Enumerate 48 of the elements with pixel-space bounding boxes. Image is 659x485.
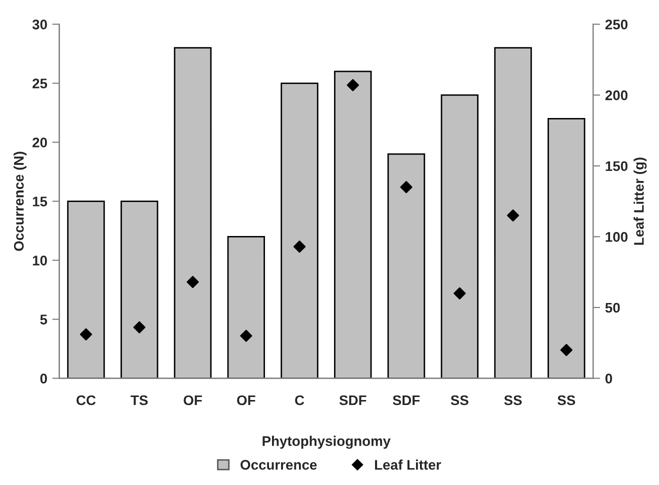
y-axis-title: Occurrence (N) bbox=[14, 152, 26, 251]
legend-label: Leaf Litter bbox=[375, 460, 442, 470]
x-tick-label: SS bbox=[450, 395, 468, 406]
point bbox=[560, 344, 572, 356]
bar bbox=[334, 70, 372, 378]
x-tick-label: SDF bbox=[392, 395, 420, 406]
x-tick-label: SS bbox=[558, 395, 576, 406]
bar bbox=[120, 200, 158, 378]
point bbox=[400, 181, 412, 194]
y-tick-label: 10 bbox=[32, 256, 47, 266]
x-tick-label: OF bbox=[237, 395, 256, 406]
y2-tick-label: 150 bbox=[606, 161, 628, 172]
bar bbox=[67, 200, 105, 378]
x-axis-title: Phytophysiognomy bbox=[262, 436, 391, 449]
y-tick-label: 20 bbox=[32, 138, 47, 148]
x-tick-label: C bbox=[295, 395, 304, 406]
point bbox=[454, 287, 466, 300]
bar bbox=[494, 47, 532, 378]
bar bbox=[387, 153, 426, 378]
point bbox=[293, 240, 306, 253]
point bbox=[346, 79, 359, 92]
x-tick-label: CC bbox=[76, 395, 96, 406]
x-tick-label: OF bbox=[184, 395, 202, 406]
bar bbox=[548, 118, 586, 378]
y2-tick-label: 100 bbox=[606, 232, 628, 242]
x-tick-label: SS bbox=[504, 395, 522, 406]
y2-tick-label: 50 bbox=[605, 302, 620, 313]
y2-tick-label: 250 bbox=[605, 20, 628, 30]
point bbox=[133, 321, 146, 334]
point bbox=[186, 276, 199, 288]
x-tick-label: TS bbox=[130, 395, 148, 406]
point bbox=[80, 328, 92, 340]
y2-tick-label: 0 bbox=[605, 374, 612, 384]
y-tick-label: 0 bbox=[40, 374, 47, 384]
x-tick-label: SDF bbox=[339, 395, 366, 406]
bar bbox=[227, 236, 265, 378]
legend-label: Occurrence bbox=[240, 460, 317, 470]
point bbox=[240, 330, 252, 342]
y-tick-label: 25 bbox=[32, 78, 48, 88]
y-tick-label: 30 bbox=[32, 20, 47, 30]
bar bbox=[174, 47, 212, 378]
y-tick-label: 15 bbox=[32, 196, 48, 206]
y2-axis-title: Leaf Litter (g) bbox=[634, 158, 647, 245]
y-tick-label: 5 bbox=[40, 314, 48, 324]
bar bbox=[280, 82, 318, 378]
y2-tick-label: 200 bbox=[605, 90, 628, 100]
bar bbox=[440, 94, 478, 378]
point bbox=[506, 209, 520, 222]
